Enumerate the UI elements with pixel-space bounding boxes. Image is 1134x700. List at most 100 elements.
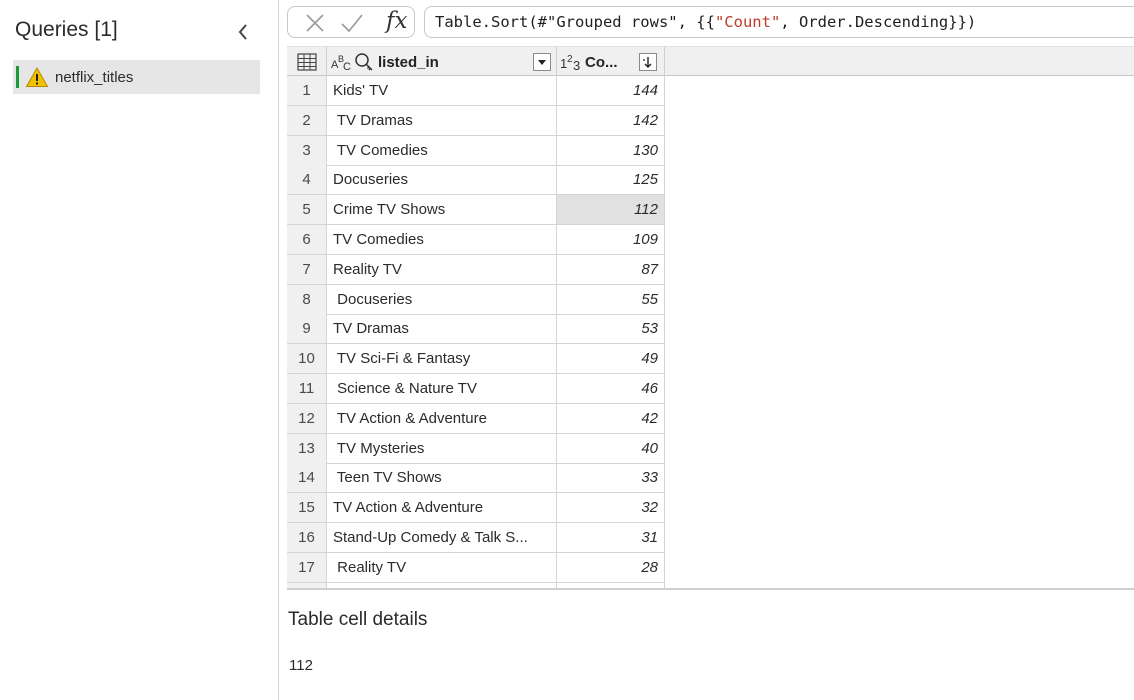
table-row: 7 Reality TV 87 — [287, 254, 665, 285]
fx-icon[interactable]: fx — [386, 8, 408, 34]
row-number[interactable]: 12 — [287, 403, 327, 434]
cell-count[interactable]: 49 — [557, 344, 665, 375]
formula-prefix: Table.Sort(#"Grouped rows", {{ — [435, 13, 715, 31]
cell-count[interactable]: 40 — [557, 433, 665, 464]
table-row-partial — [287, 582, 665, 588]
row-number[interactable]: 9 — [287, 314, 327, 345]
cell-count[interactable]: 46 — [557, 374, 665, 404]
cell-listed-in[interactable]: TV Action & Adventure — [327, 493, 557, 524]
row-number[interactable]: 8 — [287, 284, 327, 315]
row-number[interactable]: 11 — [287, 374, 327, 404]
row-number[interactable]: 5 — [287, 195, 327, 226]
query-item-label: netflix_titles — [55, 68, 134, 86]
cell-listed-in[interactable]: TV Comedies — [327, 225, 557, 255]
collapse-queries-button[interactable] — [232, 20, 254, 44]
table-row: 14 Teen TV Shows 33 — [287, 463, 665, 494]
cell-count[interactable]: 53 — [557, 314, 665, 345]
row-number[interactable] — [287, 582, 327, 588]
check-icon[interactable] — [340, 12, 364, 34]
cell-count[interactable]: 28 — [557, 552, 665, 583]
cell-count[interactable]: 33 — [557, 463, 665, 494]
cell-listed-in[interactable]: Teen TV Shows — [327, 463, 557, 494]
cell-listed-in[interactable]: Reality TV — [327, 552, 557, 583]
row-number[interactable]: 15 — [287, 493, 327, 524]
cell-count[interactable]: 87 — [557, 254, 665, 285]
row-number[interactable]: 4 — [287, 165, 327, 196]
table-row: 15 TV Action & Adventure 32 — [287, 493, 665, 524]
row-number[interactable]: 17 — [287, 552, 327, 583]
row-number[interactable]: 3 — [287, 135, 327, 166]
cell-listed-in[interactable]: Stand-Up Comedy & Talk S... — [327, 523, 557, 553]
row-number[interactable]: 16 — [287, 523, 327, 553]
cell-count[interactable] — [557, 582, 665, 588]
column-header-listed-in[interactable]: A B C listed_in — [327, 47, 557, 77]
table-row: 13 TV Mysteries 40 — [287, 433, 665, 464]
table-icon — [296, 53, 317, 71]
cell-details-title: Table cell details — [288, 609, 428, 630]
cell-count[interactable]: 130 — [557, 135, 665, 166]
cell-listed-in[interactable]: Reality TV — [327, 254, 557, 285]
grid-header: A B C listed_in 1 2 3 Co... — [287, 46, 1134, 77]
row-number[interactable]: 2 — [287, 105, 327, 136]
chevron-left-icon — [238, 24, 247, 40]
table-row: 12 TV Action & Adventure 42 — [287, 403, 665, 434]
row-number[interactable]: 13 — [287, 433, 327, 464]
cell-listed-in[interactable]: TV Dramas — [327, 314, 557, 345]
cell-listed-in[interactable]: Docuseries — [327, 284, 557, 315]
grid-splitter[interactable] — [287, 588, 1134, 590]
row-number[interactable]: 14 — [287, 463, 327, 494]
cell-count[interactable]: 142 — [557, 105, 665, 136]
cell-count[interactable]: 144 — [557, 76, 665, 106]
cell-count[interactable]: 55 — [557, 284, 665, 315]
table-row: 11 Science & Nature TV 46 — [287, 374, 665, 404]
cell-count[interactable]: 32 — [557, 493, 665, 524]
formula-string: "Count" — [714, 13, 781, 31]
pane-divider[interactable] — [278, 0, 279, 700]
table-row: 4 Docuseries 125 — [287, 165, 665, 196]
cell-listed-in[interactable]: Crime TV Shows — [327, 195, 557, 226]
table-row: 6 TV Comedies 109 — [287, 225, 665, 255]
svg-text:A: A — [331, 59, 339, 71]
table-menu-button[interactable] — [287, 47, 327, 77]
cell-details-value: 112 — [289, 657, 313, 674]
table-row: 1 Kids' TV 144 — [287, 76, 665, 106]
cell-listed-in[interactable]: TV Comedies — [327, 135, 557, 166]
column-header-count[interactable]: 1 2 3 Co... — [557, 47, 665, 77]
svg-text:1: 1 — [560, 56, 567, 71]
text-type-icon: A B C — [331, 54, 351, 72]
column-sort-button-count[interactable] — [639, 53, 657, 71]
cell-listed-in[interactable]: TV Dramas — [327, 105, 557, 136]
close-icon[interactable] — [304, 12, 326, 34]
svg-text:B: B — [338, 54, 344, 64]
query-status-bar — [16, 66, 19, 88]
row-number[interactable]: 1 — [287, 76, 327, 106]
cell-count[interactable]: 109 — [557, 225, 665, 255]
cell-listed-in[interactable]: TV Action & Adventure — [327, 403, 557, 434]
formula-suffix: , Order.Descending}}) — [780, 13, 977, 31]
cell-listed-in[interactable]: TV Mysteries — [327, 433, 557, 464]
cell-listed-in[interactable] — [327, 582, 557, 588]
search-key-icon — [355, 53, 373, 71]
row-number[interactable]: 6 — [287, 225, 327, 255]
table-row: 8 Docuseries 55 — [287, 284, 665, 315]
column-name-count: Co... — [585, 53, 618, 71]
column-filter-button-listed-in[interactable] — [533, 53, 551, 71]
row-number[interactable]: 7 — [287, 254, 327, 285]
number-type-icon: 1 2 3 — [560, 54, 580, 72]
cell-listed-in[interactable]: Science & Nature TV — [327, 374, 557, 404]
cell-listed-in[interactable]: Docuseries — [327, 165, 557, 196]
table-row: 17 Reality TV 28 — [287, 552, 665, 583]
cell-count[interactable]: 31 — [557, 523, 665, 553]
query-item-netflix-titles[interactable]: netflix_titles — [13, 60, 260, 94]
cell-count[interactable]: 125 — [557, 165, 665, 196]
cell-count[interactable]: 42 — [557, 403, 665, 434]
cell-count[interactable]: 112 — [557, 195, 665, 226]
table-row: 2 TV Dramas 142 — [287, 105, 665, 136]
formula-controls: fx — [287, 6, 415, 38]
cell-listed-in[interactable]: TV Sci-Fi & Fantasy — [327, 344, 557, 375]
table-row: 5 Crime TV Shows 112 — [287, 195, 665, 226]
row-number[interactable]: 10 — [287, 344, 327, 375]
column-name-listed-in: listed_in — [378, 53, 439, 71]
formula-input[interactable]: Table.Sort(#"Grouped rows", {{"Count", O… — [424, 6, 1134, 38]
cell-listed-in[interactable]: Kids' TV — [327, 76, 557, 106]
